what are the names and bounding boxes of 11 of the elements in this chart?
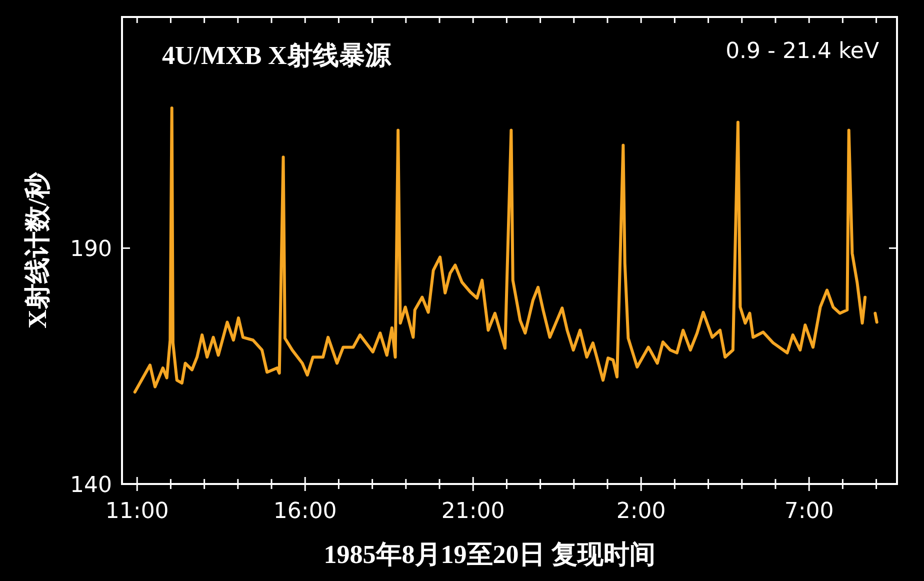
x-tick-label: 7:00 xyxy=(784,499,834,524)
annotation: 0.9 - 21.4 keV xyxy=(726,39,879,64)
y-tick-label: 140 xyxy=(70,473,112,498)
x-tick-label: 21:00 xyxy=(441,499,505,524)
text: 4U/MXB X射线暴源 xyxy=(162,41,392,70)
x-tick-label: 11:00 xyxy=(105,499,169,524)
y-tick-label: 190 xyxy=(70,237,112,262)
x-tick-label: 16:00 xyxy=(273,499,337,524)
y-axis-title: X射线计数/秒 xyxy=(23,172,52,328)
x-axis-title: 1985年8月19至20日 复现时间 xyxy=(324,540,656,569)
x-tick-label: 2:00 xyxy=(616,499,666,524)
